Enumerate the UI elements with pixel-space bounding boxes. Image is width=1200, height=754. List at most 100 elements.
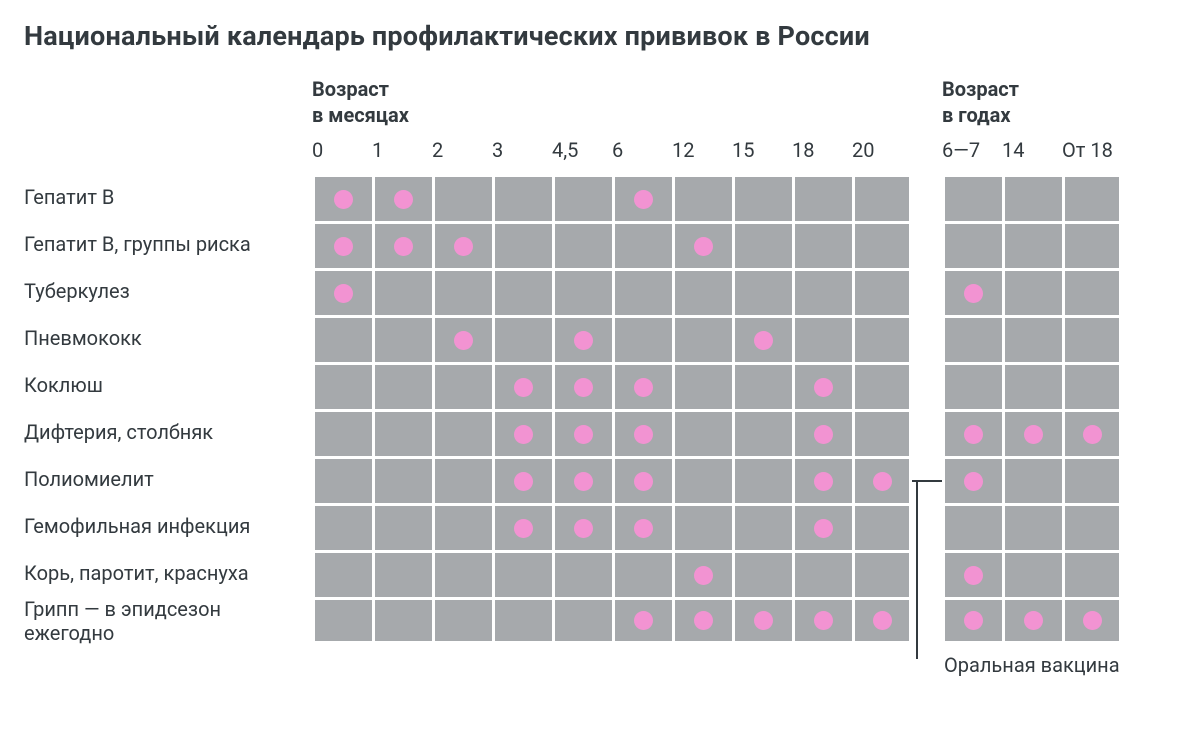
dose-dot [754, 611, 773, 630]
schedule-cell [1062, 315, 1122, 362]
spacer [304, 268, 312, 315]
dose-dot [634, 519, 653, 538]
schedule-cell [432, 362, 492, 409]
schedule-cell [492, 174, 552, 221]
schedule-cell [852, 550, 912, 597]
schedule-cell [1002, 362, 1062, 409]
schedule-cell [732, 315, 792, 362]
schedule-cell [552, 221, 612, 268]
schedule-cell [372, 597, 432, 644]
dose-dot [574, 519, 593, 538]
col-month-8: 18 [792, 138, 852, 174]
schedule-cell [552, 174, 612, 221]
schedule-cell [942, 456, 1002, 503]
row-label: Коклюш [24, 362, 304, 409]
row-label: Гепатит В [24, 174, 304, 221]
dose-dot [634, 378, 653, 397]
schedule-cell [612, 550, 672, 597]
row-label: Корь, паротит, краснуха [24, 550, 304, 597]
schedule-cell [942, 550, 1002, 597]
dose-dot [514, 378, 533, 397]
schedule-cell [1002, 268, 1062, 315]
dose-dot [964, 472, 983, 491]
spacer [304, 138, 312, 174]
row-label: Грипп — в эпидсезон ежегодно [24, 597, 304, 645]
dose-dot [814, 378, 833, 397]
schedule-cell [792, 268, 852, 315]
schedule-cell [672, 362, 732, 409]
spacer [912, 221, 942, 268]
schedule-cell [552, 268, 612, 315]
col-month-2: 2 [432, 138, 492, 174]
spacer [912, 174, 942, 221]
schedule-cell [612, 456, 672, 503]
schedule-cell [672, 221, 732, 268]
col-month-4: 4,5 [552, 138, 612, 174]
schedule-cell [372, 409, 432, 456]
schedule-cell [1062, 174, 1122, 221]
schedule-cell [1002, 221, 1062, 268]
page-title: Национальный календарь профилактических … [24, 20, 1176, 52]
schedule-cell [372, 456, 432, 503]
dose-dot [1083, 611, 1102, 630]
col-year-2: От 18 [1062, 138, 1122, 174]
schedule-cell [732, 503, 792, 550]
schedule-cell [492, 456, 552, 503]
schedule-cell [1002, 503, 1062, 550]
schedule-cell [492, 409, 552, 456]
schedule-cell [732, 456, 792, 503]
schedule-cell [492, 597, 552, 644]
schedule-cell [432, 503, 492, 550]
dose-dot [394, 190, 413, 209]
dose-dot [574, 378, 593, 397]
dose-dot [634, 190, 653, 209]
schedule-cell [852, 362, 912, 409]
schedule-cell [732, 597, 792, 644]
schedule-cell [732, 174, 792, 221]
callout-label: Оральная вакцина [944, 653, 1120, 677]
row-label: Дифтерия, столбняк [24, 409, 304, 456]
schedule-cell [612, 221, 672, 268]
spacer [912, 268, 942, 315]
schedule-cell [732, 550, 792, 597]
col-month-3: 3 [492, 138, 552, 174]
schedule-cell [432, 315, 492, 362]
dose-dot [814, 519, 833, 538]
schedule-cell [792, 221, 852, 268]
dose-dot [964, 425, 983, 444]
dose-dot [634, 611, 653, 630]
dose-dot [964, 611, 983, 630]
schedule-cell [1062, 597, 1122, 644]
spacer [304, 362, 312, 409]
column-group-months: Возраст в месяцах [312, 76, 912, 138]
spacer [304, 503, 312, 550]
schedule-cell [1062, 409, 1122, 456]
schedule-cell [432, 456, 492, 503]
dose-dot [964, 566, 983, 585]
schedule-cell [942, 503, 1002, 550]
schedule-cell [852, 409, 912, 456]
schedule-cell [552, 456, 612, 503]
schedule-cell [612, 362, 672, 409]
dose-dot [694, 237, 713, 256]
dose-dot [334, 190, 353, 209]
schedule-cell [612, 597, 672, 644]
callout-line [916, 480, 918, 660]
dose-dot [814, 425, 833, 444]
schedule-cell [852, 174, 912, 221]
spacer [912, 362, 942, 409]
schedule-cell [492, 221, 552, 268]
schedule-cell [492, 550, 552, 597]
schedule-cell [852, 221, 912, 268]
schedule-cell [672, 597, 732, 644]
schedule-cell [552, 315, 612, 362]
col-month-7: 15 [732, 138, 792, 174]
schedule-cell [672, 409, 732, 456]
schedule-cell [942, 174, 1002, 221]
dose-dot [514, 425, 533, 444]
schedule-cell [1062, 268, 1122, 315]
dose-dot [873, 472, 892, 491]
dose-dot [574, 331, 593, 350]
schedule-cell [432, 409, 492, 456]
schedule-cell [672, 268, 732, 315]
